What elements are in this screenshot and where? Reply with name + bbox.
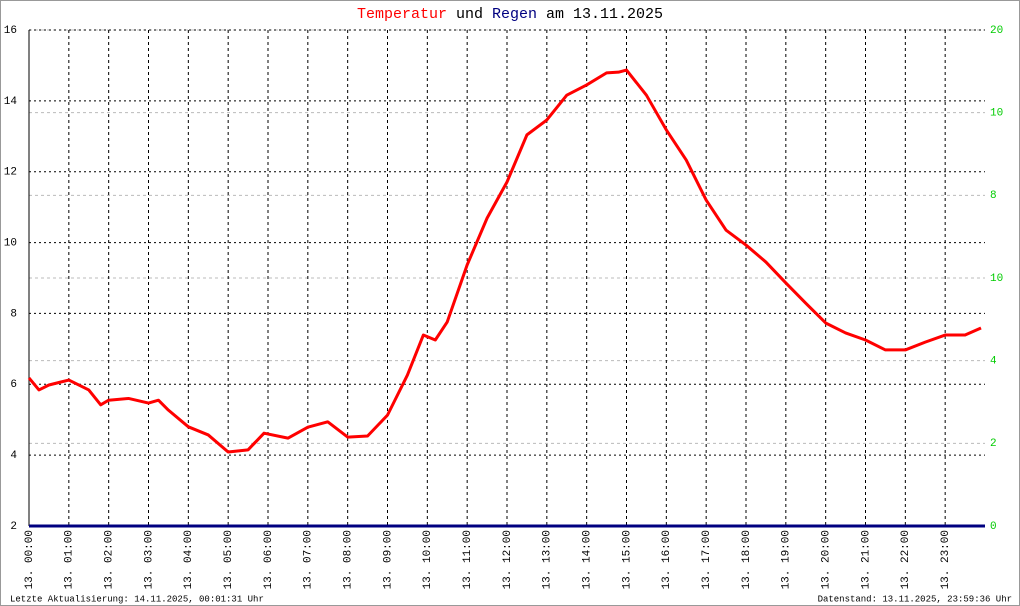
x-tick-label: 13. 22:00 (900, 530, 912, 589)
x-tick-label: 13. 05:00 (223, 530, 235, 589)
x-tick-label: 13. 02:00 (104, 530, 116, 589)
y2-tick-label: 8 (990, 190, 997, 202)
x-tick-label: 13. 13:00 (542, 530, 554, 589)
x-tick-label: 13. 18:00 (741, 530, 753, 589)
footer-left: Letzte Aktualisierung: 14.11.2025, 00:01… (10, 594, 264, 604)
footer-right: Datenstand: 13.11.2025, 23:59:36 Uhr (818, 594, 1012, 604)
x-tick-label: 13. 20:00 (821, 530, 833, 589)
y-tick-label: 14 (4, 96, 18, 108)
y2-tick-label: 2 (990, 438, 997, 450)
x-tick-label: 13. 08:00 (343, 530, 355, 589)
y2-tick-label: 20 (990, 25, 1003, 37)
y-tick-label: 2 (10, 521, 17, 533)
x-tick-label: 13. 03:00 (143, 530, 155, 589)
series-line (27, 68, 982, 454)
y2-tick-label: 4 (990, 356, 997, 368)
y-tick-label: 4 (10, 450, 17, 462)
x-tick-label: 13. 23:00 (940, 530, 952, 589)
x-tick-label: 13. 16:00 (661, 530, 673, 589)
y-tick-label: 8 (10, 308, 17, 320)
y2-tick-label: 0 (990, 521, 997, 533)
title-rain: Regen (492, 6, 537, 23)
x-tick-label: 13. 17:00 (701, 530, 713, 589)
title-suffix: am 13.11.2025 (546, 6, 663, 23)
title-connector: und (456, 6, 483, 23)
y-tick-label: 10 (4, 237, 17, 249)
x-tick-label: 13. 14:00 (582, 530, 594, 589)
y2-tick-label: 10 (990, 273, 1003, 285)
title-temp: Temperatur (357, 6, 447, 23)
x-tick-label: 13. 06:00 (263, 530, 275, 589)
x-tick-label: 13. 11:00 (462, 530, 474, 589)
x-tick-label: 13. 04:00 (183, 530, 195, 589)
x-tick-label: 13. 10:00 (422, 530, 434, 589)
x-tick-label: 13. 19:00 (781, 530, 793, 589)
x-tick-label: 13. 09:00 (382, 530, 394, 589)
y2-tick-label: 10 (990, 108, 1003, 120)
x-tick-label: 13. 00:00 (24, 530, 36, 589)
y-tick-label: 12 (4, 167, 17, 179)
x-tick-label: 13. 12:00 (502, 530, 514, 589)
y-tick-label: 6 (10, 379, 17, 391)
chart-title: Temperatur und Regen am 13.11.2025 (357, 6, 663, 23)
x-tick-label: 13. 01:00 (64, 530, 76, 589)
y-tick-label: 16 (4, 25, 17, 37)
x-tick-label: 13. 07:00 (303, 530, 315, 589)
x-tick-label: 13. 15:00 (621, 530, 633, 589)
x-tick-label: 13. 21:00 (860, 530, 872, 589)
